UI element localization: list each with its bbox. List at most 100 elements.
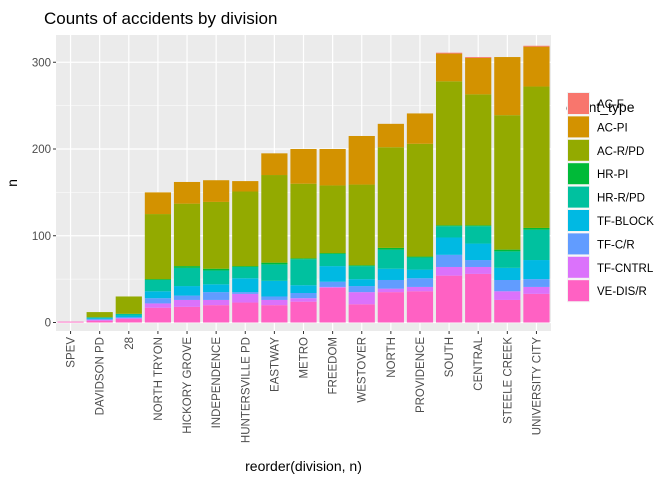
bar-segment-hr-pi <box>203 268 230 271</box>
legend-label: HR-PI <box>597 169 628 181</box>
bar-segment-ve-dis-r <box>377 292 404 323</box>
legend-label: AC-F <box>597 99 624 111</box>
x-tick-label: INDEPENDENCE <box>211 337 223 429</box>
bar-segment-tf-block <box>144 291 172 299</box>
bar-segment-tf-cntrl <box>348 292 375 305</box>
bar-segment-hr-r-pd <box>261 264 288 281</box>
bar-segment-ac-f <box>465 57 492 58</box>
bar-segment-ac-pi <box>232 181 259 192</box>
bar-segment-tf-cntrl <box>494 291 521 300</box>
bar-segment-tf-cntrl <box>319 286 346 288</box>
bar-segment-hr-pi <box>377 247 404 250</box>
bar-segment-tf-cntrl <box>86 319 113 321</box>
bar-segment-ac-r-pd <box>494 115 521 250</box>
bar-segment-hr-r-pd <box>494 251 521 268</box>
legend-swatch-ve-dis-r <box>568 280 589 302</box>
bar-segment-tf-cntrl <box>115 318 142 320</box>
bar-segment-ve-dis-r <box>523 293 550 323</box>
bar-segment-ve-dis-r <box>115 319 142 323</box>
bar-segment-hr-pi <box>319 253 346 254</box>
bar-segment-tf-cntrl <box>290 298 317 302</box>
bar-segment-tf-c-r <box>523 279 550 287</box>
bar-segment-ac-r-pd <box>290 183 317 259</box>
x-tick-label: WESTOVER <box>357 337 369 403</box>
bar-segment-tf-block <box>348 279 375 287</box>
bar-segment-hr-r-pd <box>290 259 317 286</box>
bar-segment-hr-pi <box>261 262 288 265</box>
bar-segment-ac-r-pd <box>203 201 230 269</box>
bar-segment-ve-dis-r <box>465 273 492 323</box>
x-tick-label: DAVIDSON PD <box>95 337 107 415</box>
bar-segment-tf-block <box>261 280 288 297</box>
x-tick-label: NORTH TRYON <box>153 337 165 421</box>
bar-segment-hr-r-pd <box>232 266 259 279</box>
bar-segment-tf-c-r <box>465 260 492 267</box>
bar-segment-hr-r-pd <box>144 279 172 292</box>
bar-segment-hr-r-pd <box>86 317 113 319</box>
bar-segment-tf-c-r <box>115 317 142 319</box>
bar-segment-ac-r-pd <box>465 94 492 226</box>
bar-segment-ac-pi <box>348 135 375 185</box>
bar-segment-hr-pi <box>173 266 201 268</box>
bar-segment-tf-block <box>406 269 434 279</box>
bar-segment-tf-cntrl <box>173 299 201 307</box>
bar-segment-ve-dis-r <box>144 307 172 323</box>
bar-segment-tf-c-r <box>290 293 317 299</box>
x-tick-label: 28 <box>124 337 136 350</box>
bar-segment-ac-r-pd <box>86 312 113 318</box>
legend-swatch-ac-f <box>568 93 589 114</box>
x-tick-label: NORTH <box>386 337 398 378</box>
bar-segment-tf-c-r <box>144 298 172 304</box>
bar-segment-hr-pi <box>290 258 317 260</box>
x-tick-label: PROVIDENCE <box>415 337 427 413</box>
x-tick-label: SOUTH <box>444 337 456 377</box>
bar-segment-tf-cntrl <box>406 286 434 292</box>
bar-segment-tf-cntrl <box>377 288 404 293</box>
bar-segment-tf-cntrl <box>435 266 463 276</box>
bar-segment-ve-dis-r <box>261 305 288 323</box>
bar-segment-ac-pi <box>290 149 317 184</box>
bar-segment-hr-r-pd <box>523 229 550 261</box>
bar-segment-tf-c-r <box>261 296 288 300</box>
bar-segment-ac-pi <box>203 180 230 202</box>
bar-segment-hr-r-pd <box>348 266 375 280</box>
bar-segment-tf-cntrl <box>203 299 230 306</box>
legend-swatch-tf-block <box>568 210 589 231</box>
bar-segment-ac-r-pd <box>348 184 375 266</box>
bar-segment-ve-dis-r <box>494 299 521 323</box>
bar-segment-hr-r-pd <box>406 257 434 270</box>
bar-segment-ac-r-pd <box>319 185 346 254</box>
bar-segment-ac-r-pd <box>115 296 142 314</box>
bar-segment-ac-pi <box>406 113 434 144</box>
legend-label: TF-BLOCK <box>597 216 654 228</box>
x-tick-label: HUNTERSVILLE PD <box>240 337 252 443</box>
bar-segment-ac-r-pd <box>523 86 550 228</box>
bar-segment-hr-r-pd <box>115 313 142 316</box>
y-tick-label: 300 <box>32 57 51 69</box>
bar-segment-ve-dis-r <box>406 291 434 323</box>
y-tick-label: 100 <box>32 231 51 243</box>
bar-segment-tf-block <box>435 237 463 255</box>
bar-segment-tf-c-r <box>435 254 463 267</box>
bar-segment-hr-pi <box>348 265 375 267</box>
bar-segment-ac-pi <box>144 192 172 215</box>
bar-segment-ve-dis-r <box>203 305 230 323</box>
bar-segment-hr-r-pd <box>203 270 230 285</box>
y-tick-label: 200 <box>32 144 51 156</box>
bar-segment-ve-dis-r <box>348 304 375 323</box>
bar-segment-hr-pi <box>144 279 172 280</box>
bar-segment-hr-pi <box>523 227 550 230</box>
bar-segment-tf-c-r <box>86 319 113 320</box>
bar-segment-ve-dis-r <box>435 275 463 323</box>
bar-segment-tf-block <box>319 266 346 282</box>
legend-swatch-tf-c-r <box>568 233 589 255</box>
bar-segment-ve-dis-r <box>290 301 317 323</box>
bar-segment-ac-r-pd <box>435 81 463 226</box>
bar-segment-tf-c-r <box>406 278 434 287</box>
legend-swatch-tf-cntrl <box>568 256 589 278</box>
bar-segment-ac-pi <box>173 181 201 204</box>
bar-segment-tf-c-r <box>319 281 346 287</box>
x-tick-label: EASTWAY <box>269 337 281 392</box>
bar-segment-ac-pi <box>465 57 492 95</box>
